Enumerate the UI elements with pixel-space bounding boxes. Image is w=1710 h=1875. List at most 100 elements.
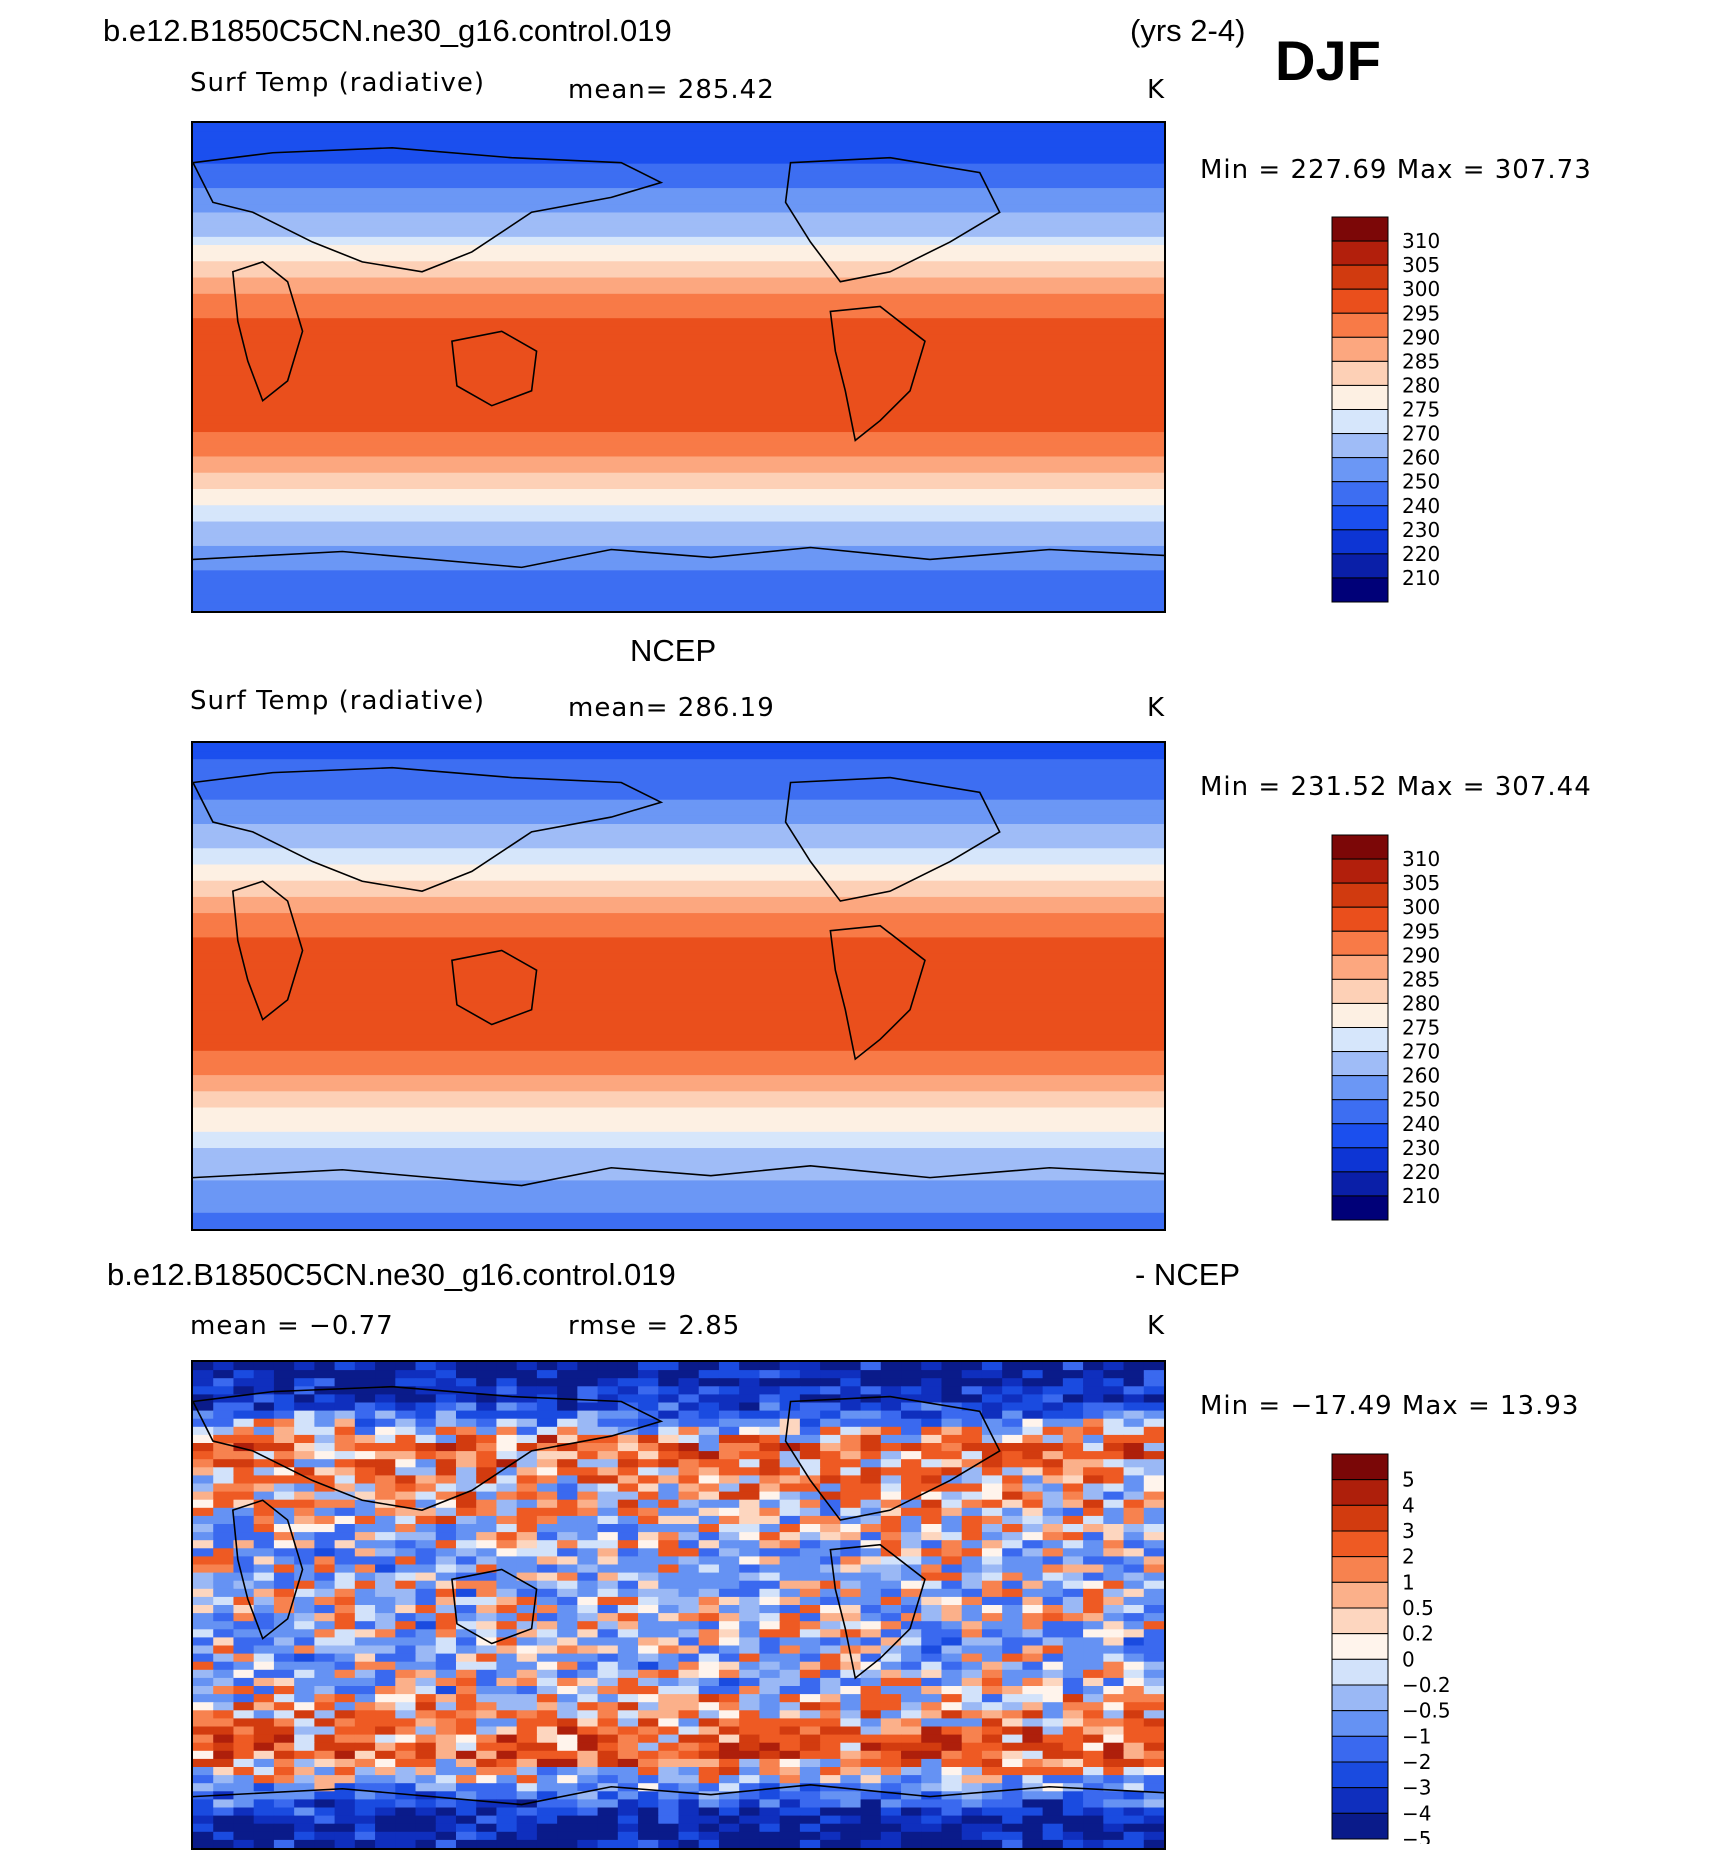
panel3-map-cell	[233, 1710, 255, 1719]
panel3-map-cell	[840, 1483, 862, 1493]
panel3-map-cell	[1002, 1402, 1023, 1412]
panel3-map-cell	[1143, 1507, 1164, 1517]
panel3-map-cell	[577, 1443, 599, 1452]
panel3-map-cell	[294, 1499, 315, 1509]
panel3-map-cell	[678, 1434, 700, 1444]
panel3-map-cell	[314, 1710, 336, 1719]
panel2-colorbar-swatch	[1331, 858, 1389, 884]
panel2-map-cell	[193, 807, 1164, 817]
panel3-map-cell	[658, 1661, 680, 1671]
panel3-map-cell	[718, 1580, 740, 1590]
panel3-map-cell	[213, 1378, 235, 1387]
panel3-map-cell	[860, 1734, 882, 1744]
panel3-map-cell	[698, 1362, 720, 1371]
panel2-map-cell	[193, 937, 1164, 947]
panel3-map-cell	[820, 1507, 841, 1517]
panel3-map-cell	[395, 1362, 417, 1371]
panel3-map-cell	[921, 1362, 943, 1371]
panel3-map-cell	[294, 1459, 315, 1468]
panel3-map-cell	[901, 1499, 922, 1509]
panel3-map-cell	[1062, 1815, 1084, 1825]
panel1-map-cell	[193, 497, 1164, 506]
panel3-map-cell	[1103, 1475, 1125, 1485]
panel3-map-cell	[961, 1702, 983, 1711]
panel3-map-cell	[1062, 1459, 1084, 1468]
panel3-map-cell	[779, 1580, 801, 1590]
panel3-map-cell	[678, 1613, 700, 1622]
panel3-map-cell	[476, 1686, 498, 1695]
panel3-map-cell	[516, 1491, 538, 1501]
panel3-map-cell	[1103, 1556, 1125, 1566]
panel3-map-cell	[718, 1621, 740, 1630]
panel3-map-cell	[455, 1564, 477, 1574]
panel2-colorbar-swatch	[1331, 1002, 1389, 1028]
panel3-map-cell	[921, 1839, 943, 1848]
panel3-map-cell	[759, 1605, 781, 1614]
panel3-map-cell	[718, 1742, 740, 1752]
panel3-map-cell	[1123, 1548, 1145, 1557]
panel3-map-cell	[638, 1370, 659, 1379]
panel3-map-cell	[739, 1710, 761, 1719]
panel3-map-cell	[597, 1686, 619, 1695]
panel3-map-cell	[820, 1669, 841, 1679]
panel3-map-cell	[638, 1831, 659, 1841]
panel2-map-cell	[193, 1042, 1164, 1052]
panel3-map-cell	[233, 1524, 255, 1533]
panel3-map-cell	[1083, 1831, 1104, 1841]
panel3-map-cell	[698, 1621, 720, 1630]
panel3-map-cell	[516, 1459, 538, 1468]
panel3-map-cell	[1062, 1596, 1084, 1606]
panel3-map-cell	[233, 1686, 255, 1695]
panel3-map-cell	[658, 1621, 680, 1630]
panel3-map-cell	[516, 1564, 538, 1574]
panel3-map-cell	[698, 1758, 720, 1768]
panel2-map-cell	[193, 896, 1164, 906]
panel3-map-cell	[698, 1775, 720, 1784]
panel3-map-cell	[698, 1467, 720, 1476]
panel3-map-cell	[1103, 1645, 1125, 1655]
panel3-map-cell	[455, 1767, 477, 1776]
panel1-colorbar-tick-label: 280	[1402, 373, 1440, 397]
panel3-map-cell	[354, 1710, 376, 1719]
panel3-map-cell	[901, 1540, 922, 1549]
panel3-map-cell	[1083, 1767, 1104, 1776]
panel3-map-cell	[577, 1524, 599, 1533]
panel3-map-cell	[718, 1540, 740, 1549]
panel3-map-cell	[213, 1580, 235, 1590]
panel3-map-cell	[273, 1402, 295, 1412]
panel3-map-cell	[455, 1402, 477, 1412]
panel3-map-cell	[1103, 1799, 1125, 1809]
panel3-map-cell	[880, 1540, 902, 1549]
panel3-map-cell	[961, 1621, 983, 1630]
panel3-map-cell	[1002, 1775, 1023, 1784]
panel3-map-cell	[759, 1434, 781, 1444]
panel3-map-cell	[354, 1750, 376, 1760]
panel3-map-cell	[476, 1362, 498, 1371]
panel3-map-cell	[273, 1556, 295, 1566]
panel3-map-cell	[799, 1750, 821, 1760]
panel3-map-cell	[739, 1661, 761, 1671]
panel3-map-cell	[455, 1548, 477, 1557]
panel3-map-cell	[193, 1370, 214, 1379]
panel2-map-coastline	[451, 949, 538, 1026]
panel3-map-cell	[354, 1483, 376, 1493]
panel3-map-cell	[921, 1710, 943, 1719]
panel3-map-cell	[1062, 1637, 1084, 1647]
panel3-map-cell	[860, 1742, 882, 1752]
panel3-map-cell	[1123, 1370, 1145, 1379]
panel3-map-cell	[779, 1718, 801, 1728]
panel1-map-coastline	[231, 260, 304, 403]
panel3-map-cell	[1103, 1410, 1125, 1420]
panel3-map-cell	[395, 1434, 417, 1444]
panel1-map-cell	[193, 391, 1164, 401]
panel3-map-cell	[1143, 1621, 1164, 1630]
panel3-map-cell	[1103, 1661, 1125, 1671]
panel3-map-cell	[273, 1710, 295, 1719]
panel3-map-cell	[820, 1799, 841, 1809]
panel3-map-cell	[496, 1426, 518, 1436]
panel3-map-cell	[314, 1734, 336, 1744]
panel3-map-cell	[779, 1459, 801, 1468]
panel3-map-cell	[213, 1524, 235, 1533]
panel3-map-cell	[233, 1491, 255, 1501]
panel3-map-cell	[1042, 1515, 1064, 1525]
